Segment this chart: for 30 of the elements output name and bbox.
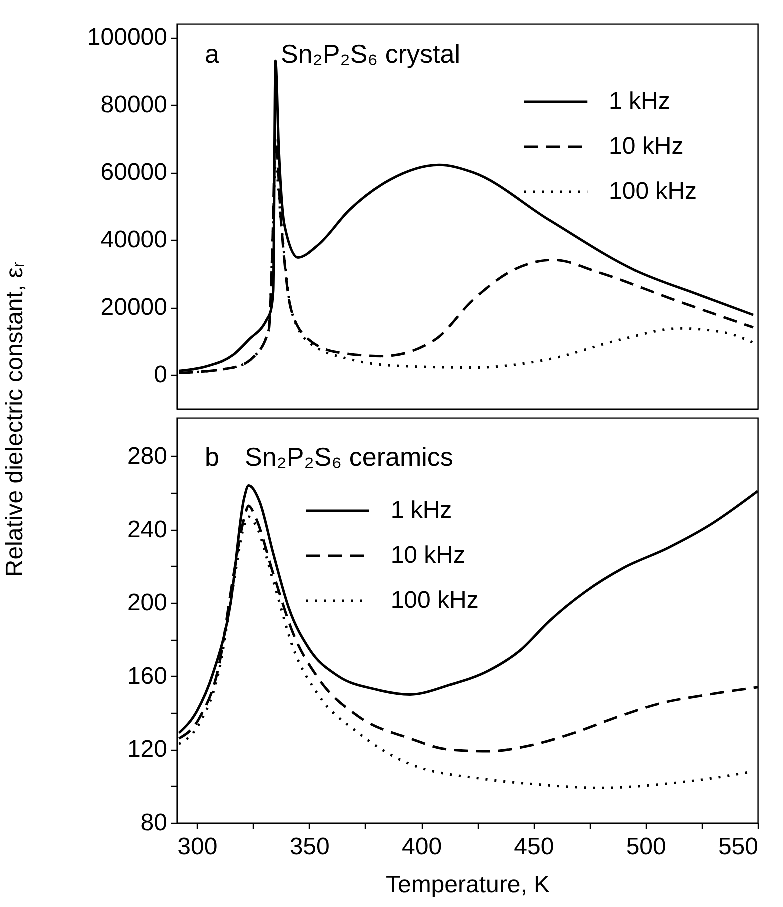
x-tick-label: 550 xyxy=(718,834,758,860)
y-tick-label: 40000 xyxy=(100,226,168,254)
legend-label: 1 kHz xyxy=(609,88,670,115)
y-tick-label: 80 xyxy=(140,810,168,836)
annotation: b xyxy=(205,442,220,472)
legend-label: 100 kHz xyxy=(609,178,698,205)
x-tick-label: 450 xyxy=(514,834,554,860)
text: Sn₂P₂S₆ ceramics xyxy=(245,442,454,472)
x-tick-label: 500 xyxy=(626,834,666,860)
text: Sn₂P₂S₆ crystal xyxy=(281,39,460,69)
y-tick-label: 80000 xyxy=(100,92,168,119)
y-tick-label: 280 xyxy=(127,442,168,470)
annotation: a xyxy=(205,39,220,69)
x-tick-label: 350 xyxy=(290,834,330,860)
y-tick-label: 20000 xyxy=(100,294,168,322)
legend-label: 100 kHz xyxy=(390,587,479,614)
y-tick-label: 120 xyxy=(127,736,168,764)
y-tick-label: 100000 xyxy=(87,24,168,52)
legend-label: 1 kHz xyxy=(390,497,452,524)
y-axis-title: Relative dielectric constant, εᵣ xyxy=(2,262,28,578)
x-tick-label: 400 xyxy=(402,834,442,860)
legend-label: 10 kHz xyxy=(609,133,684,160)
y-tick-label: 60000 xyxy=(100,159,168,186)
y-tick-label: 160 xyxy=(127,662,168,690)
x-axis-title: Temperature, K xyxy=(386,872,550,898)
y-tick-label: 200 xyxy=(127,590,168,617)
y-tick-label: 240 xyxy=(127,516,168,544)
y-tick-label: 0 xyxy=(154,362,168,389)
x-tick-label: 300 xyxy=(178,834,218,860)
legend-label: 10 kHz xyxy=(390,542,466,569)
